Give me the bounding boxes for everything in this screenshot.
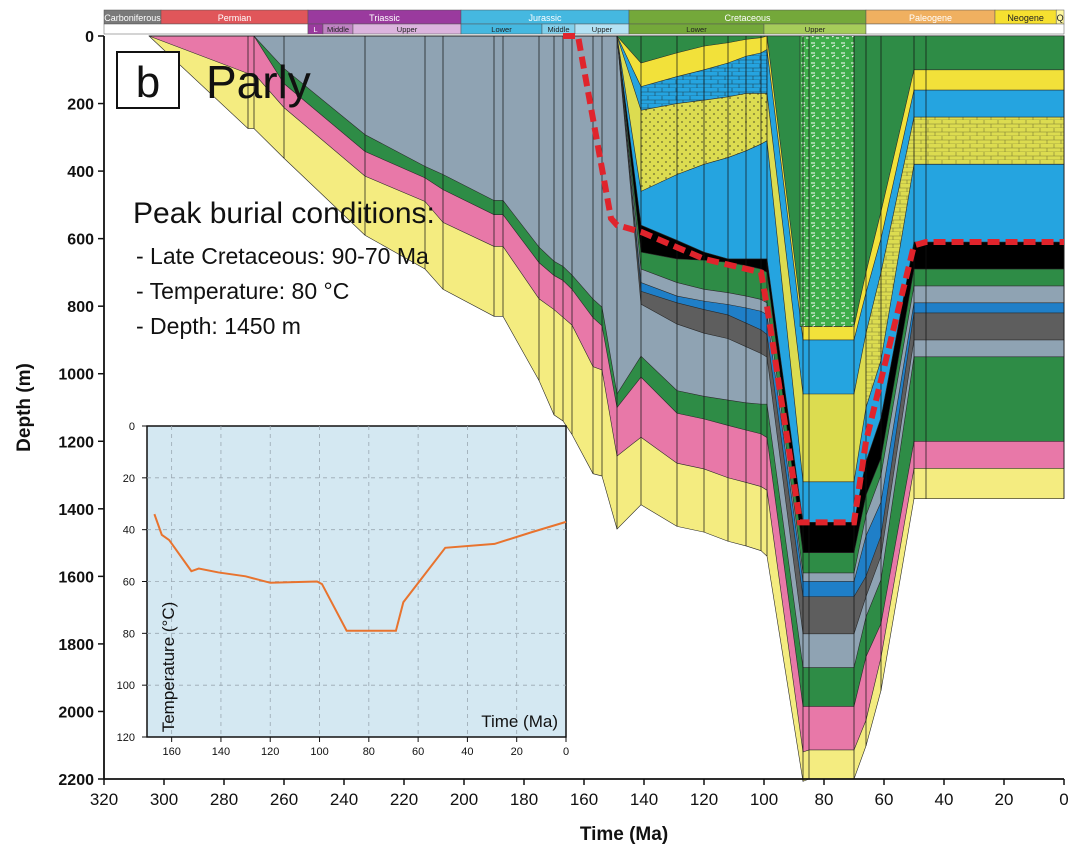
period-label: Triassic bbox=[369, 13, 400, 23]
epoch-label: Middle bbox=[327, 25, 349, 34]
period-label: Paleogene bbox=[909, 13, 952, 23]
peak-burial-depth: - Depth: 1450 m bbox=[136, 313, 301, 339]
inset-x-tick-label: 40 bbox=[461, 746, 473, 758]
inset-y-tick-label: 120 bbox=[117, 732, 135, 744]
x-tick-label: 20 bbox=[995, 790, 1014, 809]
timescale-periods: Carboniferous Permian Triassic Jurassic Cret… bbox=[103, 9, 1065, 25]
x-tick-label: 280 bbox=[210, 790, 238, 809]
inset-x-tick-label: 120 bbox=[261, 746, 279, 758]
x-tick-label: 80 bbox=[815, 790, 834, 809]
inset-x-tick-label: 20 bbox=[511, 746, 523, 758]
epoch-label: Middle bbox=[547, 25, 569, 34]
epoch-label: Upper bbox=[805, 25, 826, 34]
y-tick-label: 2200 bbox=[58, 772, 94, 789]
temperature-history-inset: 0 20 40 60 80 100 120 160 140 120 100 80 60 40 20 0 Time… bbox=[117, 421, 569, 758]
y-tick-label: 1200 bbox=[58, 434, 94, 451]
x-tick-label: 260 bbox=[270, 790, 298, 809]
peak-burial-notes: Peak burial conditions: - Late Cretaceou… bbox=[133, 197, 435, 339]
panel-letter-box bbox=[116, 51, 180, 109]
y-tick-label: 800 bbox=[67, 299, 94, 316]
panel-letter: b bbox=[136, 58, 160, 107]
x-tick-label: 300 bbox=[150, 790, 178, 809]
epoch-band bbox=[865, 23, 1065, 35]
inset-x-tick-label: 80 bbox=[363, 746, 375, 758]
y-tick-label: 200 bbox=[67, 97, 94, 114]
epoch-label: L bbox=[313, 25, 317, 34]
temperature-series-line bbox=[153, 513, 567, 632]
inset-y-tick-label: 40 bbox=[123, 525, 135, 537]
period-label: Q bbox=[1057, 13, 1064, 23]
x-tick-label: 320 bbox=[90, 790, 118, 809]
x-tick-label: 60 bbox=[875, 790, 894, 809]
x-tick-label: 200 bbox=[450, 790, 478, 809]
period-label: Permian bbox=[218, 13, 252, 23]
period-label: Jurassic bbox=[528, 13, 562, 23]
y-tick-label: 400 bbox=[67, 164, 94, 181]
inset-x-tick-label: 0 bbox=[563, 746, 569, 758]
period-label: Cretaceous bbox=[724, 13, 771, 23]
inset-x-tick-label: 100 bbox=[310, 746, 328, 758]
main-axes: 0200400600800100012001400160018002000220… bbox=[14, 29, 1068, 845]
y-tick-label: 2000 bbox=[58, 704, 94, 721]
y-tick-label: 1800 bbox=[58, 637, 94, 654]
period-label: Neogene bbox=[1007, 13, 1044, 23]
geologic-timescale: Carboniferous Permian Triassic Jurassic Cret… bbox=[103, 9, 1065, 35]
inset-y-tick-label: 0 bbox=[129, 421, 135, 433]
period-label: Carboniferous bbox=[104, 13, 161, 23]
x-tick-label: 120 bbox=[690, 790, 718, 809]
limestone-pattern-upper bbox=[866, 117, 1064, 408]
x-tick-label: 160 bbox=[570, 790, 598, 809]
x-tick-label: 240 bbox=[330, 790, 358, 809]
inset-axes: 0 20 40 60 80 100 120 160 140 120 100 80 60 40 20 0 Time… bbox=[117, 421, 569, 758]
y-tick-label: 1600 bbox=[58, 569, 94, 586]
burial-history-plot: 0200400600800100012001400160018002000220… bbox=[14, 29, 1068, 845]
peak-burial-outline bbox=[563, 33, 1064, 526]
chalk-unit-pattern bbox=[800, 36, 854, 327]
epoch-label: Upper bbox=[397, 25, 418, 34]
inset-grid bbox=[147, 426, 566, 737]
peak-burial-temperature: - Temperature: 80 °C bbox=[136, 278, 349, 304]
inset-x-axis-title: Time (Ma) bbox=[481, 712, 558, 731]
inset-y-tick-label: 20 bbox=[123, 473, 135, 485]
peak-burial-heading: Peak burial conditions: bbox=[133, 197, 435, 230]
y-axis-title: Depth (m) bbox=[14, 363, 35, 452]
timescale-epochs: L Middle Upper Lower Middle Upper Lower Upper bbox=[103, 23, 1065, 35]
epoch-label: Lower bbox=[686, 25, 707, 34]
x-tick-label: 140 bbox=[630, 790, 658, 809]
panel-title: Parly bbox=[206, 56, 311, 108]
epoch-label: Upper bbox=[592, 25, 613, 34]
inset-x-tick-label: 60 bbox=[412, 746, 424, 758]
y-tick-label: 1400 bbox=[58, 502, 94, 519]
x-tick-label: 40 bbox=[935, 790, 954, 809]
x-tick-label: 0 bbox=[1059, 790, 1068, 809]
y-tick-label: 600 bbox=[67, 232, 94, 249]
x-tick-label: 220 bbox=[390, 790, 418, 809]
peak-burial-age: - Late Cretaceous: 90-70 Ma bbox=[136, 243, 429, 269]
inset-x-tick-label: 160 bbox=[162, 746, 180, 758]
inset-y-axis-title: Temperature (°C) bbox=[159, 602, 178, 733]
inset-y-tick-label: 100 bbox=[117, 680, 135, 692]
inset-x-tick-label: 140 bbox=[212, 746, 230, 758]
inset-y-tick-label: 60 bbox=[123, 577, 135, 589]
y-tick-label: 0 bbox=[85, 29, 94, 46]
x-tick-label: 180 bbox=[510, 790, 538, 809]
epoch-label: Lower bbox=[491, 25, 512, 34]
y-tick-label: 1000 bbox=[58, 367, 94, 384]
epoch-band bbox=[103, 23, 309, 35]
x-axis-title: Time (Ma) bbox=[580, 824, 668, 845]
inset-y-tick-label: 80 bbox=[123, 628, 135, 640]
time-lines bbox=[247, 36, 1065, 782]
x-tick-label: 100 bbox=[750, 790, 778, 809]
panel-header: b Parly bbox=[116, 51, 311, 109]
